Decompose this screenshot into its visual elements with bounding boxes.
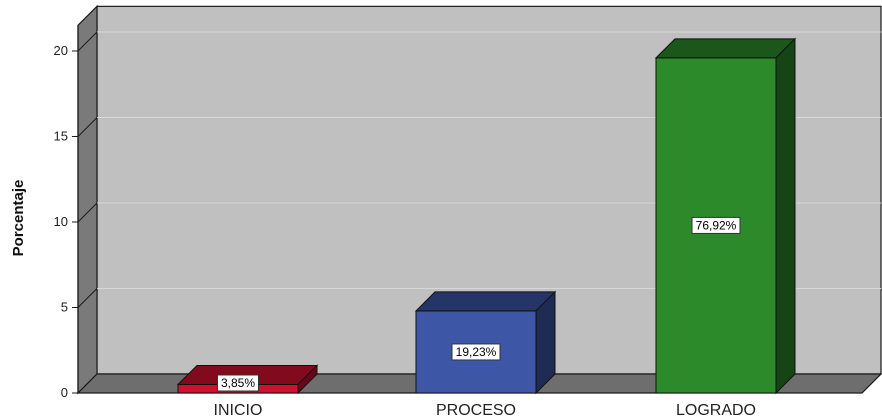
y-tick-label: 20 — [54, 43, 68, 58]
y-tick-label: 10 — [54, 214, 68, 229]
gridline-side — [77, 202, 98, 223]
x-axis-categories: INICIO PROCESO LOGRADO — [214, 402, 756, 419]
bars: 3,85% 19,23% 76,92% — [176, 37, 797, 395]
bar-side — [775, 37, 796, 395]
bar-inicio: 3,85% — [176, 364, 319, 395]
y-tick-label: 5 — [61, 300, 68, 315]
data-label-box — [217, 374, 259, 392]
x-category-label: LOGRADO — [676, 402, 756, 419]
data-label: 76,92% — [696, 218, 737, 232]
gridline-side — [77, 31, 98, 52]
gridline-side — [77, 288, 98, 308]
bar-top — [414, 291, 557, 312]
y-axis-label: Porcentaje — [10, 180, 27, 257]
data-label: 19,23% — [456, 345, 497, 359]
y-axis-ticks: 0 5 10 15 20 — [54, 25, 79, 400]
x-category-label: PROCESO — [436, 402, 516, 419]
side-wall — [77, 4, 98, 395]
x-category-label: INICIO — [214, 402, 263, 419]
bar-logrado: 76,92% — [654, 37, 797, 395]
data-label-box — [451, 343, 501, 361]
data-label: 3,85% — [221, 376, 255, 390]
bar-side — [297, 364, 318, 395]
bar-proceso: 19,23% — [414, 290, 557, 395]
data-label-box — [691, 216, 741, 234]
bar-top — [654, 38, 797, 59]
bar-side — [535, 290, 556, 395]
gridline-side — [77, 117, 98, 137]
y-tick-label: 15 — [54, 129, 68, 144]
y-tick-label: 0 — [61, 385, 68, 400]
